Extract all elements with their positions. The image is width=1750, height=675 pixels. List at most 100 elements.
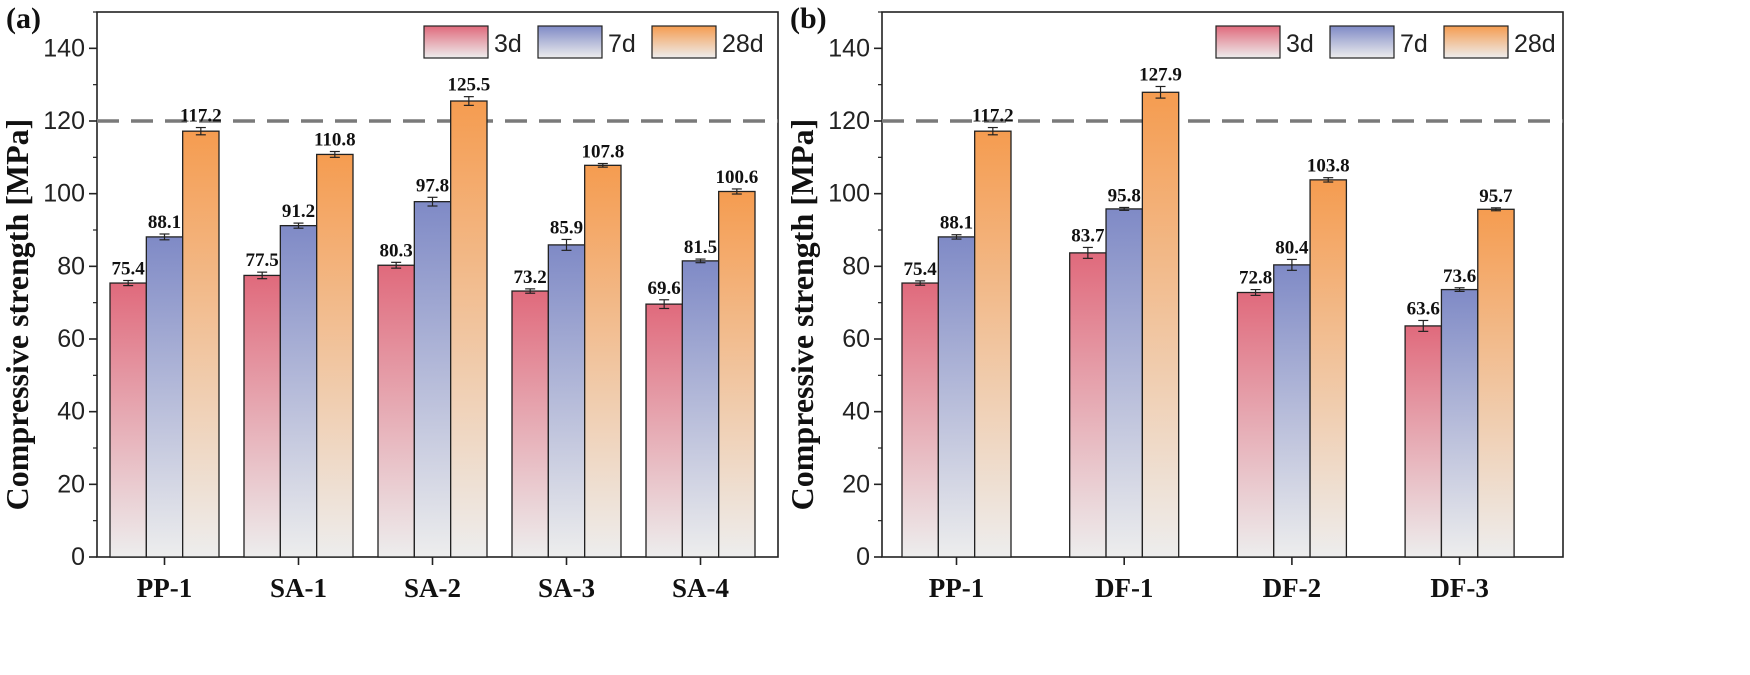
y-tick-label: 140 [828, 34, 870, 62]
category-label: DF-1 [1095, 573, 1153, 603]
y-axis-title: Compressive strength [MPa] [0, 119, 35, 511]
legend-label-3d: 3d [494, 30, 522, 58]
data-label: 77.5 [246, 250, 279, 271]
data-label: 117.2 [180, 106, 222, 127]
legend-swatch-3d [423, 25, 489, 59]
data-label: 88.1 [940, 213, 973, 234]
data-label: 73.6 [1443, 266, 1476, 287]
legend-label-28d: 28d [1514, 30, 1556, 58]
category-label: PP-1 [929, 573, 984, 603]
bar-3d-df-2 [1236, 291, 1275, 558]
data-label: 75.4 [904, 259, 938, 280]
bar-28d-df-3 [1477, 208, 1515, 558]
plot-frame [881, 11, 1564, 558]
data-label: 75.4 [112, 259, 146, 280]
data-label: 80.3 [380, 240, 413, 261]
y-tick-label: 120 [828, 107, 870, 135]
legend-label-28d: 28d [722, 30, 764, 58]
legend: 3d 7d 28d [1215, 25, 1556, 59]
y-tick-label: 0 [856, 543, 870, 571]
panel-b: 0 20 40 60 80 100 120 140 Compressive strength [… [784, 2, 1564, 603]
bar-3d-df-3 [1404, 325, 1443, 558]
bar-28d-sa-2 [450, 100, 488, 558]
bar-28d-pp-1 [182, 130, 220, 558]
bar-28d-sa-3 [584, 164, 622, 558]
y-tick-label: 100 [828, 180, 870, 208]
data-label: 63.6 [1407, 298, 1440, 319]
panel-a: 0 20 40 60 80 100 120 140 Compressive strength [… [0, 2, 779, 603]
bar-7d-df-2 [1273, 264, 1311, 558]
legend-swatch-7d [1329, 25, 1395, 59]
y-tick-label: 20 [842, 470, 870, 498]
data-label: 91.2 [282, 201, 315, 222]
legend-swatch-7d [537, 25, 603, 59]
y-tick-label: 20 [57, 470, 85, 498]
bar-7d-sa-3 [547, 244, 586, 558]
panel-label: (b) [790, 2, 827, 35]
y-tick-label: 60 [57, 325, 85, 353]
y-tick-label: 120 [43, 107, 85, 135]
data-label: 81.5 [684, 237, 717, 258]
legend-swatch-28d [1443, 25, 1509, 59]
legend-swatch-3d [1215, 25, 1281, 59]
legend: 3d 7d 28d [423, 25, 764, 59]
bar-7d-pp-1 [145, 236, 184, 558]
bar-3d-sa-1 [243, 274, 281, 558]
y-tick-label: 80 [57, 252, 85, 280]
data-label: 107.8 [581, 142, 624, 163]
bar-3d-sa-3 [511, 290, 549, 558]
y-tick-label: 40 [57, 398, 85, 426]
bar-28d-pp-1 [974, 130, 1012, 558]
y-tick-label: 140 [43, 34, 85, 62]
y-tick-label: 100 [43, 180, 85, 208]
data-label: 97.8 [416, 175, 449, 196]
data-label: 88.1 [148, 212, 181, 233]
data-label: 95.7 [1479, 186, 1513, 207]
category-label: PP-1 [137, 573, 192, 603]
data-label: 127.9 [1139, 64, 1182, 85]
data-label: 85.9 [550, 217, 583, 238]
data-label: 103.8 [1307, 156, 1350, 177]
bar-3d-df-1 [1069, 252, 1107, 558]
category-label: SA-2 [404, 573, 461, 603]
bar-3d-sa-4 [645, 303, 683, 558]
data-label: 83.7 [1071, 225, 1105, 246]
panel-label: (a) [6, 2, 41, 35]
bar-3d-pp-1 [109, 282, 147, 558]
data-label: 110.8 [314, 130, 356, 151]
category-label: SA-3 [538, 573, 595, 603]
bar-28d-sa-1 [316, 153, 354, 558]
data-label: 95.8 [1108, 185, 1141, 206]
bar-7d-sa-2 [413, 201, 452, 558]
y-tick-label: 0 [71, 543, 85, 571]
data-label: 117.2 [972, 106, 1014, 127]
data-label: 125.5 [447, 75, 490, 96]
data-label: 100.6 [715, 167, 758, 188]
legend-label-7d: 7d [1400, 30, 1428, 58]
legend-swatch-28d [651, 25, 717, 59]
category-label: DF-2 [1263, 573, 1321, 603]
data-label: 69.6 [648, 278, 681, 299]
bar-7d-sa-1 [279, 224, 318, 558]
bar-7d-df-1 [1105, 208, 1144, 558]
bar-28d-sa-4 [718, 190, 756, 558]
y-axis-title: Compressive strength [MPa] [784, 119, 820, 511]
bar-28d-df-1 [1141, 91, 1180, 558]
data-label: 73.2 [514, 267, 547, 288]
category-label: SA-4 [672, 573, 729, 603]
bar-3d-pp-1 [901, 282, 939, 558]
y-tick-label: 80 [842, 252, 870, 280]
bar-28d-df-2 [1309, 179, 1348, 558]
legend-label-7d: 7d [608, 30, 636, 58]
bar-3d-sa-2 [377, 264, 415, 558]
data-label: 72.8 [1239, 268, 1272, 289]
category-label: SA-1 [270, 573, 327, 603]
legend-label-3d: 3d [1286, 30, 1314, 58]
y-tick-label: 40 [842, 398, 870, 426]
bar-7d-df-3 [1440, 288, 1479, 558]
bar-7d-sa-4 [681, 260, 720, 558]
category-label: DF-3 [1430, 573, 1488, 603]
data-label: 80.4 [1275, 237, 1309, 258]
y-tick-label: 60 [842, 325, 870, 353]
